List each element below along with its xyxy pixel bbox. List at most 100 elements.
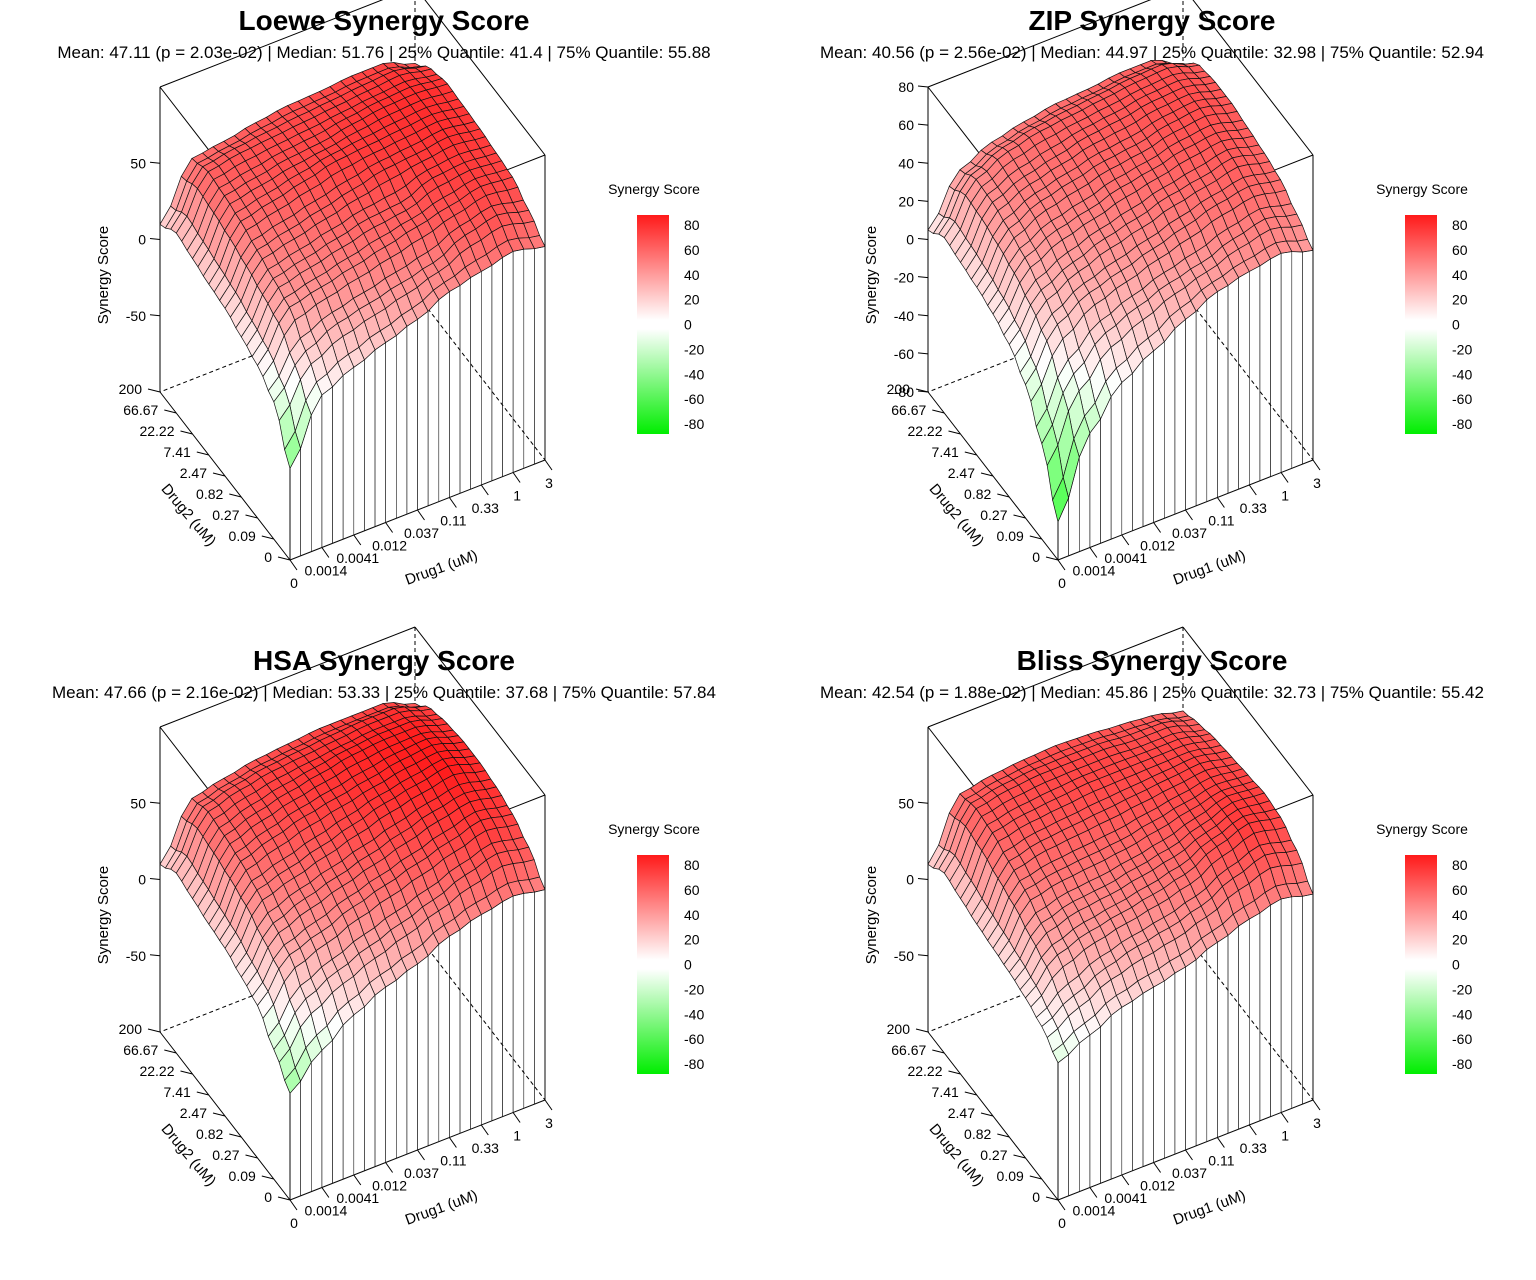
y-tick-label: 200 bbox=[887, 381, 911, 397]
x-tick-label: 0.11 bbox=[440, 513, 466, 529]
legend-tick-label: -20 bbox=[1452, 981, 1472, 997]
x-tick-label: 0.012 bbox=[1140, 1178, 1175, 1194]
z-tick-label: 80 bbox=[898, 79, 914, 95]
surface-skirt bbox=[438, 935, 450, 1143]
y-tick bbox=[964, 1091, 977, 1096]
z-tick-label: -80 bbox=[894, 384, 914, 400]
x-tick-label: 0 bbox=[1058, 1215, 1066, 1231]
surface-mesh bbox=[927, 59, 1314, 561]
surface-skirt bbox=[1270, 898, 1282, 1118]
surface-skirt bbox=[300, 1061, 312, 1197]
surface-skirt bbox=[1121, 372, 1133, 536]
x-tick-label: 1 bbox=[1281, 1128, 1289, 1144]
surface-skirt bbox=[491, 901, 503, 1122]
y-tick-label: 66.67 bbox=[123, 402, 158, 418]
y-tick bbox=[212, 1112, 226, 1117]
y-tick bbox=[277, 1196, 291, 1201]
box-edge bbox=[927, 626, 1184, 728]
x-tick-label: 3 bbox=[1313, 1115, 1321, 1131]
surface-skirt bbox=[1153, 341, 1165, 523]
box-edge bbox=[159, 626, 416, 728]
legend-tick-label: -40 bbox=[684, 1006, 704, 1022]
y-tick-label: 0.27 bbox=[980, 507, 1007, 523]
legend-title: Synergy Score bbox=[608, 181, 700, 197]
y-tick bbox=[245, 514, 258, 519]
z-axis-title: Synergy Score bbox=[95, 226, 112, 324]
legend-colorbar bbox=[637, 215, 669, 434]
chart-subtitle: Mean: 47.66 (p = 2.16e-02) | Median: 53.… bbox=[52, 683, 716, 702]
surface-skirt bbox=[353, 359, 365, 536]
x-tick-label: 3 bbox=[545, 1115, 553, 1131]
surface-skirt bbox=[1132, 992, 1144, 1172]
surface-skirt bbox=[1174, 966, 1186, 1155]
bliss-panel: Bliss Synergy Score Mean: 42.54 (p = 1.8… bbox=[768, 626, 1536, 1280]
box-edge bbox=[424, 0, 546, 156]
legend-tick-label: 60 bbox=[1452, 882, 1468, 898]
legend-tick-label: 40 bbox=[684, 267, 700, 283]
legend-title: Synergy Score bbox=[1376, 821, 1468, 837]
surface-skirt bbox=[438, 291, 450, 503]
y-tick bbox=[229, 1133, 242, 1138]
y-tick bbox=[245, 1154, 258, 1159]
chart-title: Loewe Synergy Score bbox=[238, 5, 530, 36]
surface-skirt bbox=[321, 386, 333, 548]
y-tick bbox=[1029, 535, 1042, 540]
z-tick bbox=[917, 276, 929, 279]
box-edge bbox=[1192, 0, 1314, 156]
y-tick-label: 66.67 bbox=[891, 402, 926, 418]
legend-tick-label: 60 bbox=[1452, 242, 1468, 258]
z-tick-label: -50 bbox=[126, 948, 146, 964]
z-tick-label: 50 bbox=[898, 795, 914, 811]
legend-tick-label: -80 bbox=[684, 1056, 704, 1072]
x-tick-label: 0.0014 bbox=[304, 1203, 347, 1219]
surface-skirt bbox=[1153, 980, 1165, 1163]
x-tick-label: 0 bbox=[1058, 575, 1066, 591]
x-tick bbox=[321, 547, 330, 558]
x-tick bbox=[353, 1174, 362, 1186]
y-tick-label: 22.22 bbox=[907, 423, 942, 439]
legend-tick-label: -60 bbox=[684, 1031, 704, 1047]
z-tick-label: 20 bbox=[898, 193, 914, 209]
surface-skirt bbox=[1291, 251, 1303, 469]
chart-subtitle: Mean: 42.54 (p = 1.88e-02) | Median: 45.… bbox=[820, 683, 1484, 702]
surface-skirt bbox=[1227, 277, 1239, 494]
y-tick bbox=[180, 430, 193, 435]
surface-mesh bbox=[159, 62, 546, 561]
x-tick-label: 0 bbox=[290, 1215, 298, 1231]
y-tick-label: 0.09 bbox=[229, 1168, 256, 1184]
z-tick-label: 50 bbox=[130, 155, 146, 171]
y-tick bbox=[997, 493, 1010, 498]
surface-skirt bbox=[385, 335, 397, 523]
z-tick-label: 60 bbox=[898, 117, 914, 133]
y-tick bbox=[1013, 514, 1026, 519]
y-tick-label: 0.09 bbox=[229, 528, 256, 544]
z-tick-label: -60 bbox=[894, 346, 914, 362]
surface-skirt bbox=[332, 1024, 344, 1184]
box-edge bbox=[1182, 626, 1314, 796]
surface-skirt bbox=[449, 285, 461, 498]
surface-skirt bbox=[1238, 918, 1250, 1130]
surface-mesh bbox=[927, 710, 1314, 1201]
zip-panel: ZIP Synergy Score Mean: 40.56 (p = 2.56e… bbox=[768, 0, 1536, 640]
x-tick-label: 0.11 bbox=[1208, 513, 1234, 529]
surface-skirt bbox=[523, 248, 535, 469]
z-tick-label: 50 bbox=[130, 795, 146, 811]
x-tick bbox=[1312, 459, 1321, 471]
y-tick bbox=[147, 388, 161, 393]
surface-skirt bbox=[1291, 896, 1303, 1109]
x-tick-label: 3 bbox=[1313, 475, 1321, 491]
x-tick bbox=[1248, 1124, 1257, 1136]
z-tick bbox=[917, 801, 929, 804]
surface-skirt bbox=[534, 246, 546, 465]
x-tick bbox=[353, 534, 362, 546]
y-tick-label: 0.27 bbox=[980, 1147, 1007, 1163]
surface-skirt bbox=[364, 994, 376, 1172]
legend-tick-label: -60 bbox=[1452, 391, 1472, 407]
hidden-edge bbox=[414, 931, 546, 1101]
chart-title: Bliss Synergy Score bbox=[1016, 645, 1288, 676]
z-tick-label: -40 bbox=[894, 308, 914, 324]
x-tick bbox=[1280, 1112, 1289, 1123]
z-tick-label: -20 bbox=[894, 270, 914, 286]
